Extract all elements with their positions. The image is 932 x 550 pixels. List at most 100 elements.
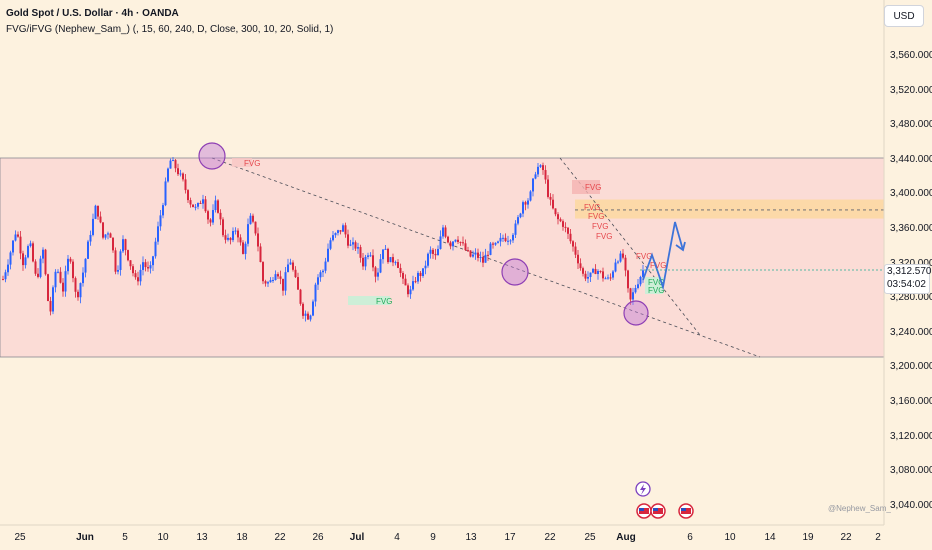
candle-body bbox=[517, 217, 519, 224]
candle-body bbox=[582, 268, 584, 274]
candle-body bbox=[429, 249, 432, 254]
candle-body bbox=[172, 160, 174, 162]
candle-body bbox=[564, 226, 567, 228]
fvg-label: FVG bbox=[592, 222, 608, 231]
price-tick-label: 3,160.000 bbox=[890, 395, 932, 407]
candle-body bbox=[469, 250, 472, 257]
candle-body bbox=[642, 270, 644, 277]
candle-body bbox=[537, 166, 539, 175]
candle-body bbox=[72, 261, 74, 279]
candle-body bbox=[404, 278, 407, 286]
price-tick-label: 3,080.000 bbox=[890, 465, 932, 477]
candle-body bbox=[124, 239, 127, 251]
candle-body bbox=[22, 253, 24, 266]
candle-body bbox=[604, 278, 607, 280]
projection-arrow bbox=[642, 221, 686, 291]
candle-body bbox=[529, 191, 532, 201]
swing-low-circle bbox=[623, 300, 649, 326]
candle-body bbox=[612, 271, 614, 278]
candle-body bbox=[504, 237, 507, 242]
candle-body bbox=[29, 243, 32, 247]
candle-body bbox=[634, 287, 637, 293]
time-tick-label: 2 bbox=[875, 532, 881, 543]
candle-body bbox=[187, 190, 189, 201]
currency-button[interactable]: USD bbox=[884, 5, 924, 27]
candle-body bbox=[127, 250, 129, 261]
candle-body bbox=[512, 234, 514, 241]
watermark: @Nephew_Sam_ bbox=[828, 504, 891, 513]
fvg-label: FVG bbox=[244, 159, 260, 168]
candle-body bbox=[327, 248, 329, 262]
candle-body bbox=[282, 278, 284, 291]
candle-body bbox=[257, 233, 259, 247]
candle-body bbox=[92, 218, 94, 235]
candle-body bbox=[579, 263, 582, 269]
candle-body bbox=[259, 246, 262, 263]
candle-body bbox=[9, 252, 12, 265]
candle-body bbox=[352, 242, 354, 245]
candle-body bbox=[54, 271, 57, 288]
candle-body bbox=[409, 289, 412, 295]
candle-body bbox=[104, 234, 107, 238]
candle-body bbox=[607, 277, 609, 279]
candle-body bbox=[142, 262, 144, 270]
candle-body bbox=[549, 196, 552, 200]
candle-body bbox=[574, 246, 577, 255]
candle-body bbox=[399, 267, 402, 273]
time-tick-label: 17 bbox=[504, 532, 516, 543]
candle-body bbox=[427, 253, 429, 266]
candle-body bbox=[347, 234, 349, 246]
candle-body bbox=[362, 257, 364, 267]
fvg-box-bear bbox=[232, 158, 252, 167]
candle-body bbox=[332, 235, 334, 241]
candle-body bbox=[454, 239, 457, 242]
candle-body bbox=[464, 243, 467, 251]
candle-body bbox=[27, 246, 29, 258]
indicator-legend[interactable]: FVG/iFVG (Nephew_Sam_) (, 15, 60, 240, D… bbox=[6, 24, 334, 35]
candle-body bbox=[249, 215, 252, 225]
time-tick-label: 13 bbox=[465, 532, 477, 543]
candle-body bbox=[367, 255, 369, 257]
price-tick-label: 3,480.000 bbox=[890, 119, 932, 131]
time-tick-label: 4 bbox=[394, 532, 400, 543]
candle-body bbox=[597, 270, 599, 275]
candle-body bbox=[182, 173, 184, 180]
candle-body bbox=[417, 272, 419, 282]
candle-body bbox=[272, 279, 274, 281]
candle-body bbox=[489, 243, 492, 255]
candle-body bbox=[589, 272, 592, 278]
candle-body bbox=[334, 233, 337, 236]
candle-body bbox=[467, 250, 469, 252]
candle-body bbox=[312, 301, 314, 316]
candle-body bbox=[552, 199, 554, 209]
price-tick-label: 3,440.000 bbox=[890, 153, 932, 165]
symbol-title: Gold Spot / U.S. Dollar · 4h · OANDA bbox=[6, 8, 179, 19]
candle-body bbox=[422, 268, 424, 276]
candle-body bbox=[139, 269, 142, 282]
candle-body bbox=[462, 242, 464, 244]
candle-body bbox=[617, 261, 619, 263]
fvg-label: FVG bbox=[596, 232, 612, 241]
candle-body bbox=[234, 230, 237, 232]
candle-body bbox=[224, 235, 227, 240]
candle-body bbox=[614, 262, 617, 272]
candle-body bbox=[132, 266, 134, 274]
time-tick-label: 26 bbox=[312, 532, 324, 543]
candle-body bbox=[392, 257, 394, 263]
candle-body bbox=[14, 234, 17, 241]
candle-body bbox=[434, 253, 437, 256]
candle-body bbox=[459, 241, 462, 243]
time-tick-label: 14 bbox=[764, 532, 776, 543]
time-tick-label: 10 bbox=[724, 532, 736, 543]
candle-body bbox=[407, 285, 409, 295]
candle-body bbox=[192, 204, 194, 208]
swing-high-circle bbox=[198, 142, 226, 170]
candle-body bbox=[37, 273, 39, 277]
candle-body bbox=[572, 241, 574, 247]
candle-body bbox=[514, 223, 517, 235]
candle-body bbox=[324, 261, 327, 271]
candle-body bbox=[532, 178, 534, 192]
candle-body bbox=[242, 242, 244, 254]
